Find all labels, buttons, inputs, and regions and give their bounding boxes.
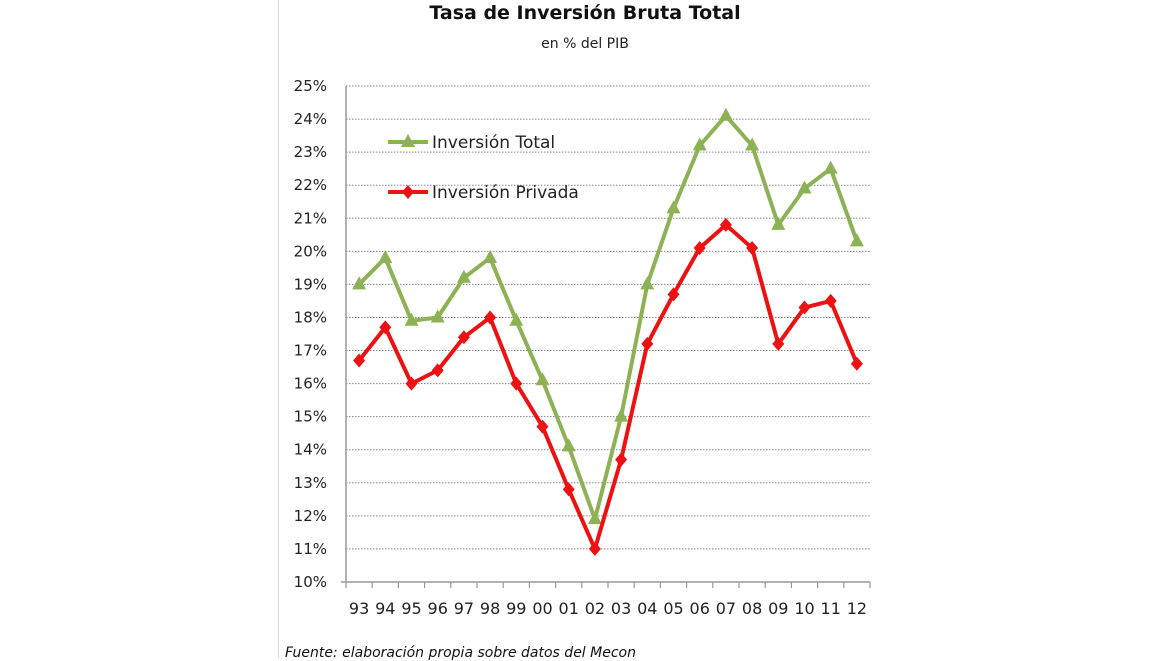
data-point xyxy=(536,419,549,434)
x-tick-label: 98 xyxy=(480,599,500,618)
y-tick-label: 11% xyxy=(294,540,327,558)
y-tick-label: 15% xyxy=(294,408,327,426)
y-tick-label: 21% xyxy=(294,209,327,227)
data-point xyxy=(667,287,680,302)
data-point xyxy=(353,353,366,368)
data-point xyxy=(510,376,523,391)
data-point xyxy=(640,276,655,290)
data-point xyxy=(824,293,837,308)
data-point xyxy=(692,137,707,151)
y-tick-label: 14% xyxy=(294,441,327,459)
y-tick-label: 13% xyxy=(294,474,327,492)
data-point xyxy=(588,541,601,556)
y-tick-label: 25% xyxy=(294,77,327,95)
y-tick-label: 10% xyxy=(294,573,327,591)
data-point xyxy=(849,233,864,247)
chart-title: Tasa de Inversión Bruta Total xyxy=(429,2,741,24)
x-tick-label: 05 xyxy=(663,599,683,618)
data-point xyxy=(771,216,786,230)
x-tick-label: 00 xyxy=(532,599,552,618)
data-point xyxy=(693,241,706,256)
y-tick-label: 23% xyxy=(294,143,327,161)
data-point xyxy=(746,241,759,256)
x-tick-label: 08 xyxy=(742,599,762,618)
data-point xyxy=(352,276,367,290)
x-tick-label: 95 xyxy=(401,599,421,618)
data-point xyxy=(615,452,628,467)
data-point xyxy=(587,511,602,525)
data-point xyxy=(562,482,575,497)
data-point xyxy=(457,330,470,345)
data-point xyxy=(823,160,838,174)
series-inversion-total xyxy=(357,113,859,522)
data-point xyxy=(797,180,812,194)
data-point xyxy=(718,107,733,121)
x-tick-label: 99 xyxy=(506,599,526,618)
x-tick-label: 06 xyxy=(690,599,710,618)
series-line xyxy=(357,222,859,551)
data-point xyxy=(431,363,444,378)
x-tick-label: 09 xyxy=(768,599,788,618)
chart-border xyxy=(278,0,279,658)
data-point xyxy=(561,438,576,452)
legend-item: Inversión Total xyxy=(388,133,555,153)
x-tick-label: 02 xyxy=(585,599,605,618)
legend-label: Inversión Privada xyxy=(432,183,579,203)
x-tick-label: 10 xyxy=(794,599,814,618)
y-tick-label: 17% xyxy=(294,342,327,360)
x-tick-label: 96 xyxy=(428,599,448,618)
y-tick-label: 16% xyxy=(294,375,327,393)
data-point xyxy=(379,320,392,335)
y-tick-label: 18% xyxy=(294,308,327,326)
y-tick-label: 20% xyxy=(294,242,327,260)
y-tick-label: 22% xyxy=(294,176,327,194)
legend-marker xyxy=(402,185,414,199)
source-note: Fuente: elaboración propia sobre datos d… xyxy=(285,645,636,661)
data-point xyxy=(405,376,418,391)
legend-label: Inversión Total xyxy=(432,133,555,153)
data-point xyxy=(850,356,863,371)
y-tick-label: 12% xyxy=(294,507,327,525)
data-point xyxy=(666,200,681,214)
x-tick-label: 12 xyxy=(847,599,867,618)
legend-item: Inversión Privada xyxy=(388,183,579,203)
x-tick-label: 93 xyxy=(349,599,369,618)
y-tick-label: 24% xyxy=(294,110,327,128)
data-point xyxy=(535,372,550,386)
data-point xyxy=(614,408,629,422)
series-line xyxy=(357,113,859,522)
x-tick-label: 11 xyxy=(821,599,841,618)
y-tick-label: 19% xyxy=(294,275,327,293)
data-point xyxy=(430,309,445,323)
data-point xyxy=(484,310,497,325)
chart-subtitle: en % del PIB xyxy=(541,36,629,52)
data-point xyxy=(719,217,732,232)
data-point xyxy=(378,249,393,263)
series-inversion-privada xyxy=(357,222,859,551)
data-point xyxy=(798,300,811,315)
legend-marker xyxy=(401,134,415,147)
data-point xyxy=(772,336,785,351)
x-tick-label: 04 xyxy=(637,599,657,618)
x-tick-label: 01 xyxy=(559,599,579,618)
data-point xyxy=(404,312,419,326)
data-point xyxy=(483,249,498,263)
data-point xyxy=(641,336,654,351)
data-point xyxy=(509,312,524,326)
x-tick-label: 03 xyxy=(611,599,631,618)
x-tick-label: 07 xyxy=(716,599,736,618)
x-tick-label: 94 xyxy=(375,599,395,618)
data-point xyxy=(456,269,471,283)
x-tick-label: 97 xyxy=(454,599,474,618)
data-point xyxy=(745,137,760,151)
